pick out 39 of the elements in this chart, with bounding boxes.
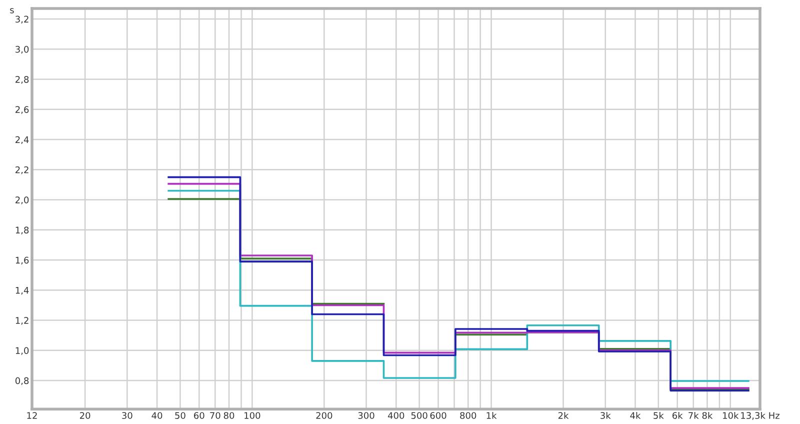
x-tick-label: 4k xyxy=(630,412,641,419)
y-tick-label: 2,8 xyxy=(16,76,29,84)
y-tick-label: 1,2 xyxy=(16,317,28,325)
x-tick-label: 6k xyxy=(672,412,683,419)
x-tick-label: 40 xyxy=(152,412,162,419)
x-tick-label: 70 xyxy=(210,412,220,419)
x-tick-label: 400 xyxy=(388,412,404,419)
y-tick-label: 3,2 xyxy=(16,16,28,24)
y-tick-label: 2,4 xyxy=(16,136,29,144)
y-tick-label: 1,4 xyxy=(16,287,29,295)
x-tick-label: 1k xyxy=(486,412,497,419)
x-tick-label: 800 xyxy=(460,412,476,419)
x-tick-label: 7k xyxy=(688,412,699,419)
y-tick-label: 2,2 xyxy=(16,166,28,174)
x-tick-label: 50 xyxy=(175,412,186,419)
x-tick-label: 60 xyxy=(194,412,204,419)
y-tick-label: 1,0 xyxy=(16,347,29,355)
x-tick-label: 200 xyxy=(316,412,332,419)
x-tick-label: 300 xyxy=(358,412,374,419)
x-tick-label: 600 xyxy=(430,412,446,419)
x-tick-label: 100 xyxy=(244,412,260,419)
x-tick-label: 12 xyxy=(27,412,37,419)
y-tick-label: 2,6 xyxy=(16,106,29,114)
y-tick-label: 0,8 xyxy=(15,377,29,386)
y-axis-title: s xyxy=(10,8,14,14)
x-tick-label: 80 xyxy=(224,412,234,419)
x-tick-label: 500 xyxy=(411,412,428,419)
x-tick-label: 20 xyxy=(80,412,90,419)
y-tick-label: 1,8 xyxy=(16,226,29,234)
x-tick-label: 10k xyxy=(723,412,739,419)
x-tick-label: 3k xyxy=(600,412,611,419)
y-tick-label: 3,0 xyxy=(16,46,29,54)
x-tick-label: 8k xyxy=(702,412,713,419)
x-tick-label: 30 xyxy=(122,412,132,419)
y-tick-label: 2,0 xyxy=(16,196,29,204)
y-tick-label: 1,6 xyxy=(16,256,29,265)
x-tick-label: 5k xyxy=(654,412,664,419)
x-tick-label: 13,3k Hz xyxy=(741,412,780,420)
x-tick-label: 2k xyxy=(558,412,569,419)
